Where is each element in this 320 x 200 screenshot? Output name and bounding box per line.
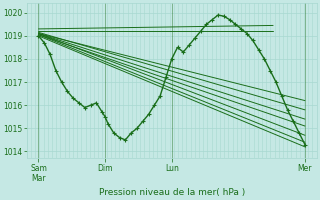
X-axis label: Pression niveau de la mer( hPa ): Pression niveau de la mer( hPa ) bbox=[99, 188, 245, 197]
